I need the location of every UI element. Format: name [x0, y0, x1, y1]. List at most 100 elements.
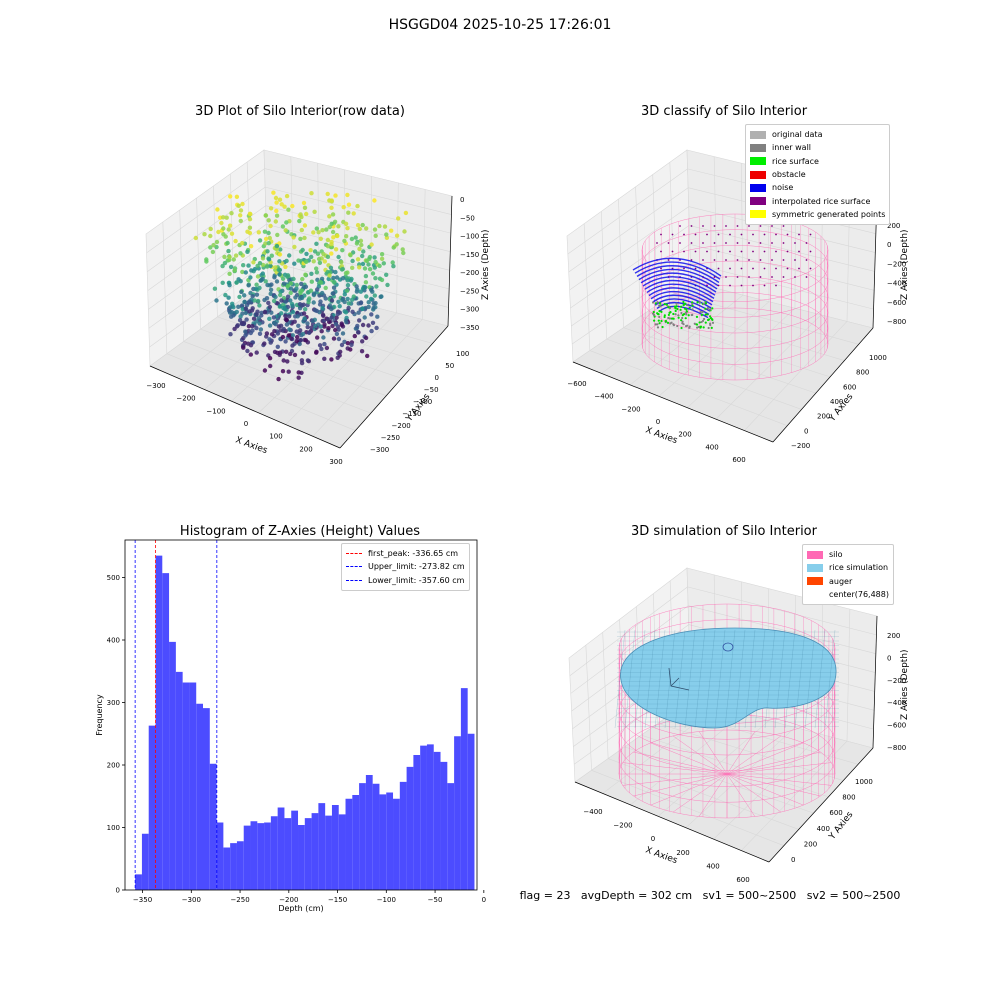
surface-mesh-line: [704, 629, 716, 729]
data-point: [381, 261, 386, 266]
data-point: [326, 276, 331, 282]
data-point: [268, 223, 273, 229]
data-point: [231, 257, 236, 262]
interpolated-point: [740, 267, 743, 270]
data-point: [229, 309, 234, 315]
rice-surface-point: [667, 316, 670, 320]
data-point: [266, 300, 271, 306]
data-point: [329, 315, 334, 320]
data-point: [303, 272, 308, 277]
legend-swatch: [750, 130, 766, 139]
rice-surface-point: [680, 319, 683, 322]
data-point: [273, 195, 279, 201]
data-point: [247, 211, 253, 216]
data-point: [222, 254, 227, 260]
data-point: [364, 226, 369, 231]
grid-line: [258, 306, 372, 414]
data-point: [311, 292, 317, 298]
data-point: [288, 290, 293, 296]
interpolated-point: [725, 225, 727, 227]
data-point: [350, 258, 355, 264]
interpolated-point: [752, 250, 754, 253]
noise-arc: [632, 257, 722, 277]
data-point: [291, 235, 296, 240]
grid-line: [740, 163, 744, 296]
rice-surface-point: [663, 315, 666, 319]
y-tick-label: 200: [107, 762, 120, 770]
rice-surface-point: [676, 324, 679, 328]
z-tick-label: −150: [460, 251, 479, 259]
x-tick-label: −400: [583, 808, 602, 816]
interpolated-point: [694, 233, 697, 236]
data-point: [345, 278, 350, 283]
data-point: [342, 339, 347, 344]
data-point: [363, 285, 368, 290]
grid-line: [689, 225, 875, 272]
legend-line-swatch: [346, 579, 362, 581]
simulation-z-axis-label: Z Axies (Depth): [900, 649, 910, 720]
data-point: [257, 331, 263, 336]
interpolated-point: [683, 267, 685, 270]
data-point: [285, 274, 290, 279]
data-point: [317, 343, 323, 348]
histogram-legend: first_peak: -336.65 cm Upper_limit: -273.…: [341, 543, 470, 591]
data-point: [364, 258, 370, 264]
z-tick-label: 0: [460, 196, 464, 204]
rice-surface-point: [653, 319, 656, 322]
data-point: [346, 301, 351, 306]
data-point: [318, 236, 323, 241]
interpolated-point: [729, 250, 731, 253]
rice-surface-point: [708, 308, 712, 311]
data-point: [260, 276, 265, 282]
interpolated-point: [759, 225, 762, 227]
rice-surface-point: [681, 322, 684, 325]
histogram-bar: [454, 736, 461, 890]
data-point: [360, 222, 365, 228]
data-point: [384, 272, 389, 277]
silo-floor-spoke: [633, 751, 728, 775]
data-point: [369, 242, 374, 247]
noise-arc: [650, 290, 713, 306]
histogram-bar: [460, 688, 468, 890]
data-point: [256, 230, 261, 235]
data-point: [223, 292, 228, 298]
rice-surface-point: [682, 300, 685, 304]
data-point: [228, 305, 233, 310]
raw-point-cloud: [193, 190, 409, 382]
y-tick-label: 0: [791, 856, 795, 864]
rice-surface-point: [674, 309, 677, 313]
legend-label: center(76,488): [829, 590, 889, 600]
data-point: [346, 210, 351, 215]
rice-surface-point: [701, 319, 705, 322]
histogram-bar: [345, 798, 353, 890]
interpolated-point: [763, 267, 766, 270]
data-point: [215, 207, 220, 212]
legend-swatch: [750, 170, 766, 179]
data-point: [294, 329, 299, 334]
grid-line: [713, 156, 718, 289]
interpolated-point: [775, 233, 777, 236]
data-point: [277, 272, 282, 277]
data-point: [333, 269, 338, 275]
y-tick-label: 100: [456, 350, 469, 358]
data-point: [238, 208, 244, 213]
silo-floor-spoke: [650, 773, 728, 806]
rice-surface-point: [687, 314, 690, 317]
rice-surface-point: [672, 317, 675, 320]
legend-entry: silo: [807, 548, 889, 561]
simulation-rice-surface: [614, 627, 839, 729]
histogram-bar: [447, 783, 455, 890]
z-tick-label: 0: [887, 654, 891, 662]
data-point: [396, 216, 401, 221]
grid-line: [370, 176, 372, 307]
silo-floor-spoke: [726, 773, 804, 806]
rice-surface-point: [699, 311, 702, 314]
data-point: [329, 357, 334, 362]
rice-surface-point: [696, 323, 699, 326]
legend-entry: obstacle: [750, 168, 885, 181]
grid-line: [267, 261, 449, 308]
rice-surface-point: [696, 301, 699, 304]
surface-mesh-line: [784, 629, 796, 729]
x-axis-line: [572, 361, 774, 443]
data-point: [247, 299, 252, 304]
